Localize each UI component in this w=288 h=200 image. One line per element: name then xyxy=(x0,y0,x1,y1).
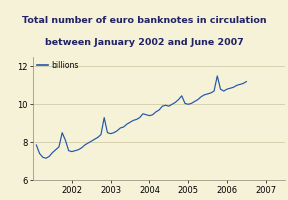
Legend: billions: billions xyxy=(35,59,80,71)
Text: between January 2002 and June 2007: between January 2002 and June 2007 xyxy=(45,38,243,47)
Text: Total number of euro banknotes in circulation: Total number of euro banknotes in circul… xyxy=(22,16,266,25)
